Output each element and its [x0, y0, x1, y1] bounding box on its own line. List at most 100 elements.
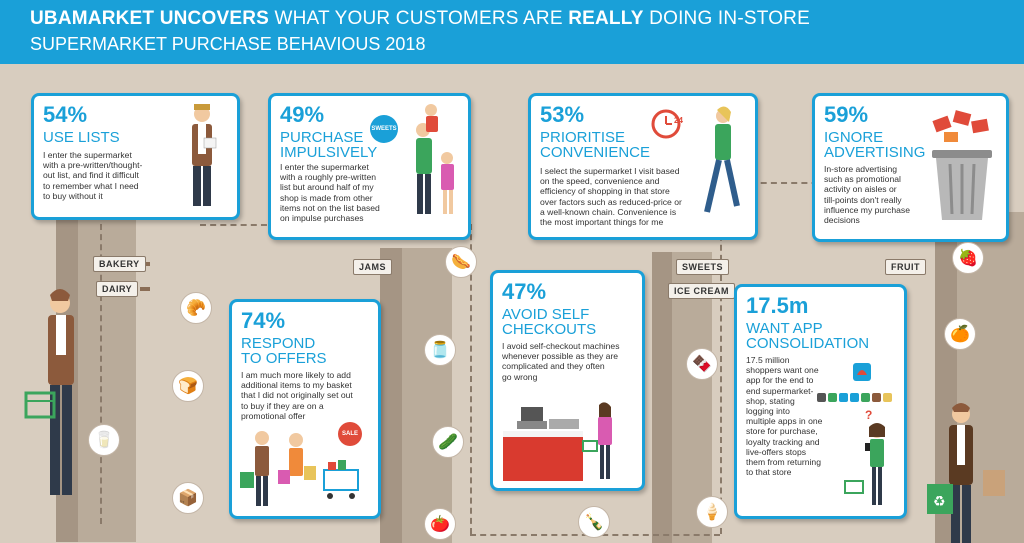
body-line: influence my purchase: [824, 204, 910, 215]
body-line: store for purchase,: [746, 426, 818, 437]
body-line: with a pre-written/thought-: [43, 160, 143, 171]
card-title: PRIORITISE CONVENIENCE: [540, 130, 650, 160]
card-title: AVOID SELF CHECKOUTS: [502, 307, 596, 337]
body-line: with a roughly pre-written: [280, 172, 377, 183]
milk-icon: 🥛: [88, 424, 120, 456]
card-pct: 59%: [824, 102, 869, 127]
family-shopping-icon: [416, 104, 454, 214]
strawberry-icon: 🍓: [952, 242, 984, 274]
oil-bottle-icon: 🍾: [578, 506, 610, 538]
sausage-icon: 🌭: [445, 246, 477, 278]
card-avoid-self-checkouts: 47% AVOID SELF CHECKOUTS I avoid self-ch…: [490, 270, 645, 491]
svg-text:?: ?: [865, 408, 872, 422]
body-line: to buy without it: [43, 190, 103, 201]
body-line: on the speed, convenience and: [540, 176, 660, 187]
title-line: PURCHASE: [280, 129, 364, 146]
card-title: WANT APP CONSOLIDATION: [746, 321, 869, 351]
sauce-jar-icon: 🍅: [424, 508, 456, 540]
body-line: over factors such as reduced-price or: [540, 196, 682, 207]
bakery-sign: BAKERY: [93, 256, 146, 272]
body-line: I avoid self-checkout machines: [502, 341, 620, 351]
fruit-sign: FRUIT: [885, 259, 926, 275]
card-body: 17.5 million shoppers want one app for t…: [746, 355, 841, 477]
body-line: complicated and they often: [502, 361, 605, 372]
footpath-5: [720, 184, 722, 534]
body-line: decisions: [824, 215, 860, 226]
app-icons-cluster-icon: ?: [817, 363, 892, 422]
body-line: a well-known chain. Convenience is: [540, 206, 677, 217]
card-pct: 53%: [540, 102, 585, 127]
body-line: 17.5 million: [746, 355, 790, 365]
ice-cream-sign: ICE CREAM: [668, 283, 736, 299]
title-line: AVOID SELF: [502, 306, 590, 323]
card-title: PURCHASE IMPULSIVELY: [280, 130, 377, 160]
body-line: till-points don't really: [824, 194, 902, 205]
header-line-2: SUPERMARKET PURCHASE BEHAVIOUS 2018: [30, 34, 426, 54]
card-title: USE LISTS: [43, 129, 120, 146]
bread-icon: 🍞: [172, 370, 204, 402]
candy-bar-icon: 🍫: [686, 348, 718, 380]
card-want-app-consolidation: 17.5m WANT APP CONSOLIDATION 17.5 millio…: [734, 284, 907, 519]
header-banner: UBAMARKET UNCOVERS WHAT YOUR CUSTOMERS A…: [0, 0, 1024, 64]
man-with-basket-icon: [24, 289, 74, 495]
card-body: I enter the supermarket with a pre-writt…: [43, 150, 158, 201]
title-line: ADVERTISING: [824, 144, 926, 161]
body-line: shop, stating: [746, 395, 795, 406]
aisle-2-shade: [380, 248, 402, 543]
card-pct: 74%: [241, 308, 286, 333]
body-line: I select the supermarket I visit based: [540, 166, 680, 176]
woman-with-phone-icon: [844, 423, 885, 505]
title-line: PRIORITISE: [540, 129, 626, 146]
card-title: RESPOND TO OFFERS: [241, 336, 327, 366]
body-line: In-store advertising: [824, 164, 898, 174]
running-woman-icon: [704, 106, 740, 213]
body-line: list but around half of my: [280, 182, 374, 193]
clock-24-label: 24: [674, 116, 683, 125]
footpath-1: [100, 224, 222, 524]
header-bold-2: REALLY: [568, 8, 644, 29]
card-purchase-impulsively: 49% PURCHASE IMPULSIVELY I enter the sup…: [268, 93, 471, 240]
clock-24-icon: [651, 109, 681, 139]
body-line: on impulse purchases: [280, 213, 364, 224]
aisle-3-shade: [652, 252, 672, 543]
header-mid: WHAT YOUR CUSTOMERS ARE: [274, 8, 563, 29]
card-pct: 47%: [502, 279, 547, 304]
card-pct: 49%: [280, 102, 325, 127]
body-line: such as promotional: [824, 174, 901, 185]
card-use-lists: 54% USE LISTS I enter the supermarket wi…: [31, 93, 240, 220]
cereal-icon: 📦: [172, 482, 204, 514]
header-end: DOING IN-STORE: [649, 8, 810, 29]
title-line: IGNORE: [824, 129, 884, 146]
man-reading-list-icon: [192, 104, 217, 206]
title-line: IMPULSIVELY: [280, 144, 378, 161]
shoppers-with-bags-icon: [240, 431, 359, 506]
sweets-badge: SWEETS: [370, 115, 398, 143]
body-line: end supermarket-: [746, 385, 814, 396]
body-line: to that store: [746, 467, 792, 478]
header-bold-1: UBAMARKET UNCOVERS: [30, 8, 269, 29]
svg-text:♻: ♻: [933, 494, 946, 510]
body-line: additional items to my basket: [241, 380, 352, 391]
card-body: I enter the supermarket with a roughly p…: [280, 162, 405, 223]
dairy-sign-post: [140, 287, 150, 291]
title-line: CHECKOUTS: [502, 321, 597, 338]
body-line: activity on aisles or: [824, 184, 897, 195]
orange-icon: 🍊: [944, 318, 976, 350]
title-line: CONSOLIDATION: [746, 335, 870, 352]
body-line: shop is made from other: [280, 192, 373, 203]
card-respond-to-offers: 74% RESPOND TO OFFERS I am much more lik…: [229, 299, 381, 519]
body-line: shoppers want one: [746, 365, 819, 376]
body-line: whenever possible as they are: [502, 351, 619, 362]
body-line: multiple apps in one: [746, 416, 823, 427]
checkout-counter-icon: [503, 402, 612, 481]
body-line: them from returning: [746, 457, 821, 468]
body-line: logging into: [746, 406, 790, 417]
card-title: IGNORE ADVERTISING: [824, 130, 925, 160]
footpath-3: [470, 224, 472, 534]
card-body: I avoid self-checkout machines whenever …: [502, 341, 638, 382]
card-body: I am much more likely to add additional …: [241, 370, 375, 421]
title-line: RESPOND: [241, 335, 316, 352]
body-line: that I did not originally set out: [241, 390, 353, 401]
header-line-1: UBAMARKET UNCOVERS WHAT YOUR CUSTOMERS A…: [30, 8, 810, 30]
card-prioritise-convenience: 53% PRIORITISE CONVENIENCE I select the …: [528, 93, 758, 240]
